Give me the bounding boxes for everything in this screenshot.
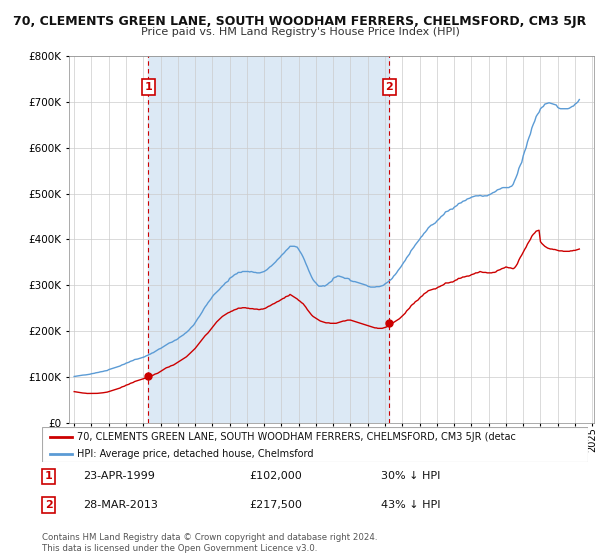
- Text: 30% ↓ HPI: 30% ↓ HPI: [380, 472, 440, 482]
- Text: 2: 2: [44, 500, 52, 510]
- Text: 70, CLEMENTS GREEN LANE, SOUTH WOODHAM FERRERS, CHELMSFORD, CM3 5JR (detac: 70, CLEMENTS GREEN LANE, SOUTH WOODHAM F…: [77, 432, 517, 442]
- Text: 70, CLEMENTS GREEN LANE, SOUTH WOODHAM FERRERS, CHELMSFORD, CM3 5JR: 70, CLEMENTS GREEN LANE, SOUTH WOODHAM F…: [13, 15, 587, 27]
- Text: 43% ↓ HPI: 43% ↓ HPI: [380, 500, 440, 510]
- Text: Contains HM Land Registry data © Crown copyright and database right 2024.
This d: Contains HM Land Registry data © Crown c…: [42, 533, 377, 553]
- Text: 1: 1: [145, 82, 152, 92]
- Bar: [148, 56, 389, 423]
- Text: 28-MAR-2013: 28-MAR-2013: [83, 500, 158, 510]
- Text: HPI: Average price, detached house, Chelmsford: HPI: Average price, detached house, Chel…: [77, 449, 314, 459]
- Text: £102,000: £102,000: [250, 472, 302, 482]
- Text: 1: 1: [44, 472, 52, 482]
- Text: 23-APR-1999: 23-APR-1999: [83, 472, 155, 482]
- Text: Price paid vs. HM Land Registry's House Price Index (HPI): Price paid vs. HM Land Registry's House …: [140, 27, 460, 37]
- Text: £217,500: £217,500: [250, 500, 302, 510]
- Text: 2: 2: [385, 82, 393, 92]
